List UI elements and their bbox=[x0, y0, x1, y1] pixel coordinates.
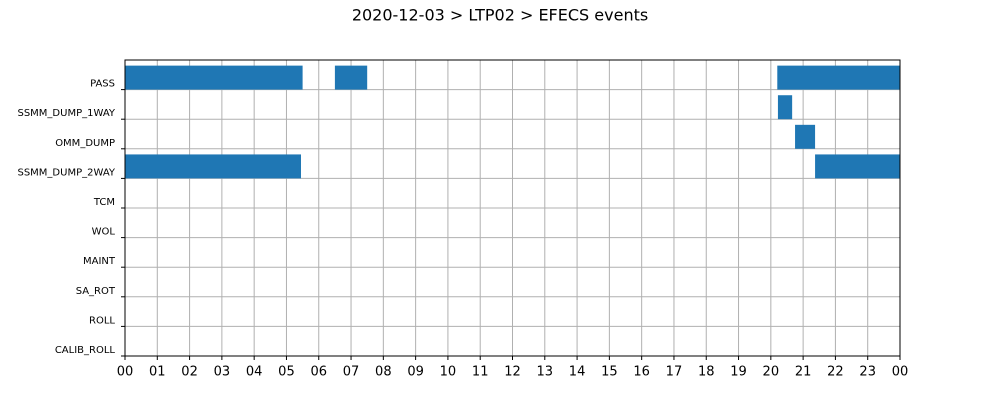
y-tick-label: OMM_DUMP bbox=[55, 138, 115, 149]
y-tick-label: SA_ROT bbox=[76, 286, 116, 297]
x-tick-label: 02 bbox=[181, 365, 198, 380]
x-tick-label: 01 bbox=[149, 365, 166, 380]
x-tick-label: 13 bbox=[537, 365, 554, 380]
y-tick-label: ROLL bbox=[89, 315, 115, 326]
y-tick-label: PASS bbox=[90, 79, 115, 90]
event-bar bbox=[777, 95, 793, 120]
x-tick-label: 14 bbox=[569, 365, 586, 380]
event-bar bbox=[815, 154, 900, 179]
x-tick-label: 23 bbox=[859, 365, 876, 380]
y-tick-label: WOL bbox=[92, 227, 116, 238]
event-bar bbox=[125, 154, 301, 179]
y-tick-label: SSMM_DUMP_2WAY bbox=[17, 167, 115, 178]
x-tick-label: 00 bbox=[892, 365, 909, 380]
x-tick-label: 00 bbox=[117, 365, 134, 380]
x-tick-label: 08 bbox=[375, 365, 392, 380]
event-bar bbox=[334, 65, 368, 90]
x-tick-label: 10 bbox=[440, 365, 457, 380]
x-tick-label: 05 bbox=[278, 365, 295, 380]
plot-frame bbox=[124, 59, 901, 357]
x-tick-label: 07 bbox=[343, 365, 360, 380]
event-bar bbox=[777, 65, 900, 90]
x-tick-label: 22 bbox=[827, 365, 844, 380]
x-tick-label: 15 bbox=[601, 365, 618, 380]
y-tick-label: CALIB_ROLL bbox=[55, 345, 116, 356]
x-tick-label: 11 bbox=[472, 365, 489, 380]
x-tick-label: 20 bbox=[763, 365, 780, 380]
x-tick-label: 18 bbox=[698, 365, 715, 380]
event-bar bbox=[125, 65, 303, 90]
x-tick-label: 12 bbox=[504, 365, 521, 380]
x-tick-label: 16 bbox=[633, 365, 650, 380]
x-tick-label: 21 bbox=[795, 365, 812, 380]
x-tick-label: 03 bbox=[214, 365, 231, 380]
y-tick-label: TCM bbox=[93, 197, 115, 208]
x-tick-label: 04 bbox=[246, 365, 263, 380]
y-tick-label: SSMM_DUMP_1WAY bbox=[17, 108, 115, 119]
chart-title: 2020-12-03 > LTP02 > EFECS events bbox=[352, 6, 648, 25]
x-tick-label: 19 bbox=[730, 365, 747, 380]
event-bar bbox=[795, 124, 816, 149]
x-tick-label: 09 bbox=[407, 365, 424, 380]
x-tick-label: 17 bbox=[666, 365, 683, 380]
x-tick-label: 06 bbox=[310, 365, 327, 380]
y-tick-label: MAINT bbox=[83, 256, 116, 267]
